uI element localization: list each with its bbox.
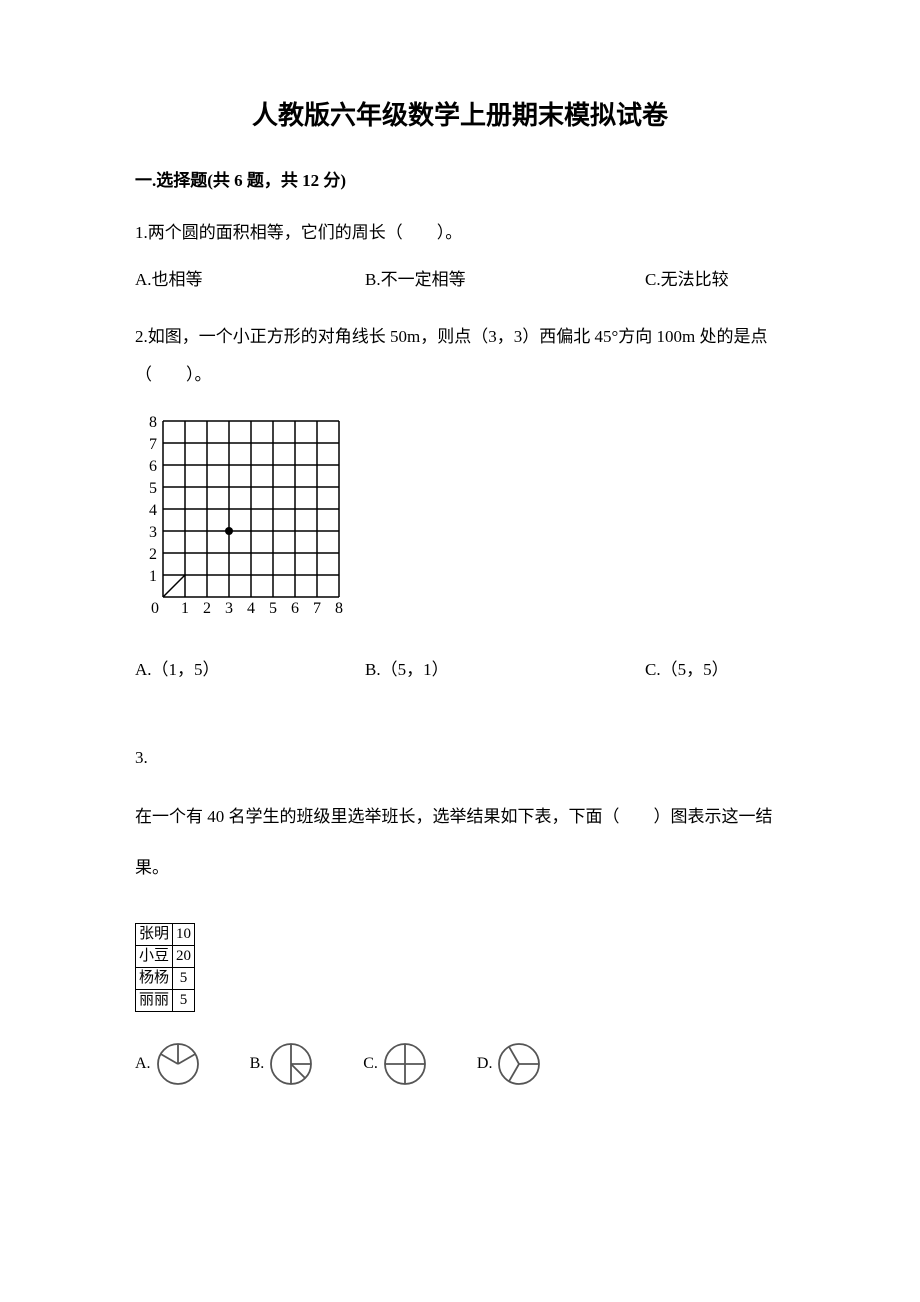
q3-option-a: A. (135, 1042, 200, 1086)
svg-text:7: 7 (313, 600, 321, 617)
pie-chart-c-icon (383, 1042, 427, 1086)
svg-text:7: 7 (149, 436, 157, 453)
table-cell: 5 (173, 967, 195, 989)
svg-text:2: 2 (149, 546, 157, 563)
svg-text:0: 0 (151, 600, 159, 617)
pie-chart-a-icon (156, 1042, 200, 1086)
svg-text:3: 3 (149, 524, 157, 541)
svg-text:3: 3 (225, 600, 233, 617)
q3-option-d: D. (477, 1042, 542, 1086)
q3-label-c: C. (363, 1051, 378, 1077)
svg-text:6: 6 (291, 600, 299, 617)
q1-option-b: B.不一定相等 (365, 266, 645, 293)
q3-number: 3. (135, 739, 785, 776)
q2-options: A.（1，5） B.（5，1） C.（5，5） (135, 656, 785, 683)
q3-vote-table: 张明10小豆20杨杨5丽丽5 (135, 923, 785, 1012)
svg-text:2: 2 (203, 600, 211, 617)
exam-title: 人教版六年级数学上册期末模拟试卷 (135, 95, 785, 137)
q1-options: A.也相等 B.不一定相等 C.无法比较 (135, 266, 785, 293)
pie-chart-d-icon (497, 1042, 541, 1086)
q3-text: 在一个有 40 名学生的班级里选举班长，选举结果如下表，下面（ ）图表示这一结果… (135, 791, 785, 893)
svg-text:4: 4 (247, 600, 255, 617)
table-cell: 5 (173, 989, 195, 1011)
svg-text:8: 8 (335, 600, 343, 617)
q2-option-b: B.（5，1） (365, 656, 645, 683)
q1-option-a: A.也相等 (135, 266, 365, 293)
svg-text:1: 1 (149, 568, 157, 585)
coordinate-grid-icon: 12345678012345678 (135, 413, 355, 628)
q2-text: 2.如图，一个小正方形的对角线长 50m，则点（3，3）西偏北 45°方向 10… (135, 318, 785, 393)
question-3: 3. 在一个有 40 名学生的班级里选举班长，选举结果如下表，下面（ ）图表示这… (135, 739, 785, 1086)
table-cell: 小豆 (136, 945, 173, 967)
q3-pie-options: A. B. C. D. (135, 1042, 785, 1086)
svg-text:4: 4 (149, 502, 157, 519)
svg-text:5: 5 (269, 600, 277, 617)
q1-option-c: C.无法比较 (645, 266, 729, 293)
pie-chart-b-icon (269, 1042, 313, 1086)
svg-text:6: 6 (149, 458, 157, 475)
q2-option-a: A.（1，5） (135, 656, 365, 683)
table-cell: 10 (173, 923, 195, 945)
vote-results-table: 张明10小豆20杨杨5丽丽5 (135, 923, 195, 1012)
section-1-header: 一.选择题(共 6 题，共 12 分) (135, 167, 785, 194)
q3-option-b: B. (250, 1042, 314, 1086)
svg-text:8: 8 (149, 414, 157, 431)
question-1: 1.两个圆的面积相等，它们的周长（ ）。 A.也相等 B.不一定相等 C.无法比… (135, 214, 785, 294)
q3-label-b: B. (250, 1051, 265, 1077)
q2-option-c: C.（5，5） (645, 656, 729, 683)
q3-option-c: C. (363, 1042, 427, 1086)
q1-text: 1.两个圆的面积相等，它们的周长（ ）。 (135, 214, 785, 251)
q2-grid-figure: 12345678012345678 (135, 413, 785, 636)
table-cell: 杨杨 (136, 967, 173, 989)
question-2: 2.如图，一个小正方形的对角线长 50m，则点（3，3）西偏北 45°方向 10… (135, 318, 785, 683)
svg-text:1: 1 (181, 600, 189, 617)
q3-label-d: D. (477, 1051, 493, 1077)
q3-label-a: A. (135, 1051, 151, 1077)
table-cell: 张明 (136, 923, 173, 945)
table-cell: 丽丽 (136, 989, 173, 1011)
table-cell: 20 (173, 945, 195, 967)
svg-text:5: 5 (149, 480, 157, 497)
